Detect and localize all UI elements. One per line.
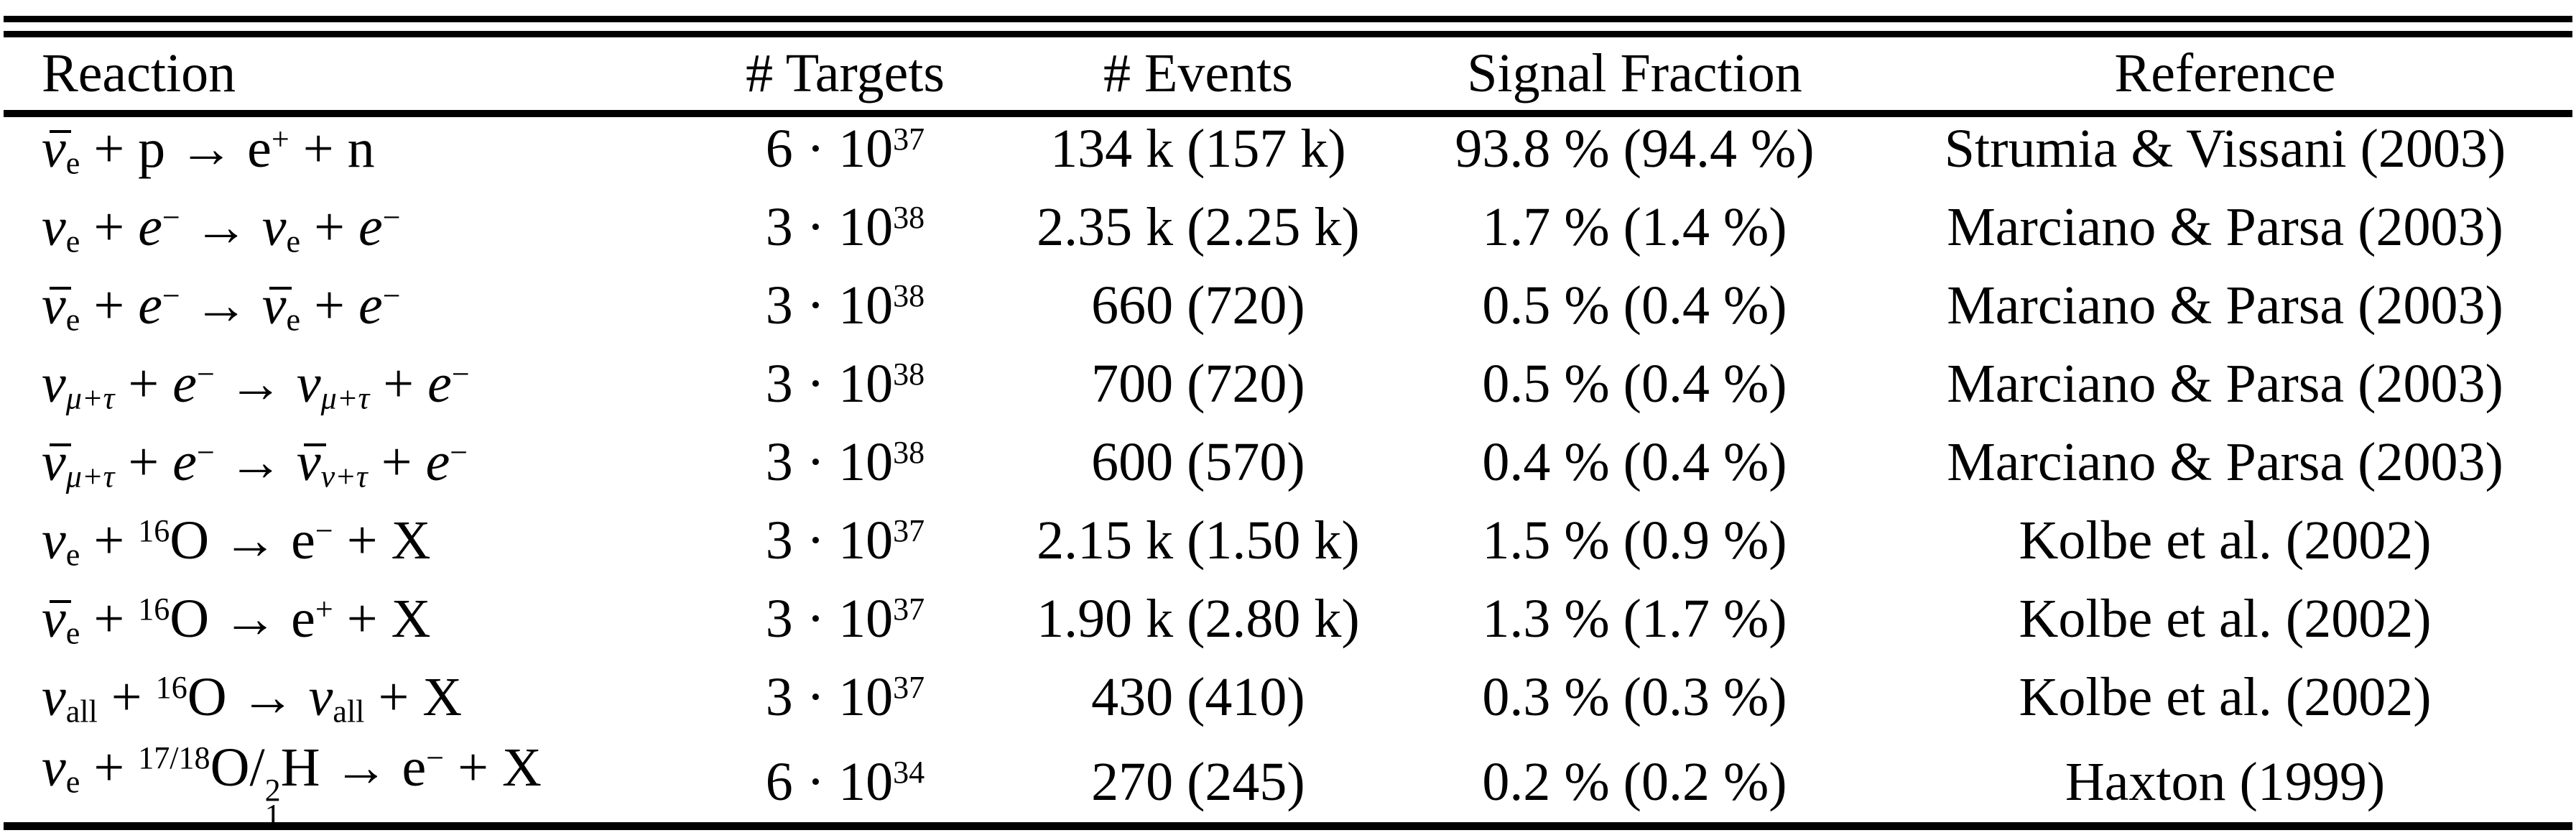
signal-fraction-cell: 1.7 % (1.4 %) xyxy=(1482,197,1787,257)
reference-cell: Marciano & Parsa (2003) xyxy=(1947,432,2503,492)
events-cell: 430 (410) xyxy=(1091,667,1305,727)
header-separator-rule xyxy=(4,110,2572,117)
targets-cell: 3 · 1038 xyxy=(765,432,925,492)
top-rule-upper xyxy=(4,16,2572,22)
bottom-rule xyxy=(4,822,2572,830)
targets-cell: 6 · 1037 xyxy=(765,119,925,179)
events-cell: 270 (245) xyxy=(1091,751,1305,812)
reference-cell: Marciano & Parsa (2003) xyxy=(1947,197,2503,257)
targets-cell: 6 · 1034 xyxy=(765,751,925,812)
signal-fraction-cell: 0.2 % (0.2 %) xyxy=(1482,751,1787,812)
reference-cell: Haxton (1999) xyxy=(2065,751,2386,812)
events-cell: 134 k (157 k) xyxy=(1050,119,1346,179)
col-header-events: # Events xyxy=(1103,43,1293,103)
events-cell: 700 (720) xyxy=(1091,354,1305,414)
top-rule-lower xyxy=(4,31,2572,37)
table-body: νe + p → e+ + n 6 · 1037 134 k (157 k) 9… xyxy=(4,110,2572,833)
reaction-cell: νμ+τ + e− → νμ+τ + e− xyxy=(42,354,470,416)
events-cell: 1.90 k (2.80 k) xyxy=(1037,589,1360,649)
table-row: νe + 16O → e+ + X 3 · 1037 1.90 k (2.80 … xyxy=(4,580,2572,658)
reference-cell: Marciano & Parsa (2003) xyxy=(1947,354,2503,414)
reaction-cell: νμ+τ + e− → νν+τ + e− xyxy=(42,432,468,494)
events-cell: 2.35 k (2.25 k) xyxy=(1037,197,1360,257)
targets-cell: 3 · 1038 xyxy=(765,354,925,414)
table-row: νe + e− → νe + e− 3 · 1038 2.35 k (2.25 … xyxy=(4,188,2572,267)
reaction-cell: νe + e− → νe + e− xyxy=(42,275,401,338)
table-row: νe + p → e+ + n 6 · 1037 134 k (157 k) 9… xyxy=(4,110,2572,188)
reaction-cell: νe + 17/18O/2 1 H → e− + X xyxy=(42,737,542,833)
targets-cell: 3 · 1037 xyxy=(765,589,925,649)
col-header-targets: # Targets xyxy=(746,43,945,103)
col-header-reaction: Reaction xyxy=(42,43,236,103)
table-row: νe + e− → νe + e− 3 · 1038 660 (720) 0.5… xyxy=(4,267,2572,345)
reference-cell: Kolbe et al. (2002) xyxy=(2019,667,2432,727)
col-header-reference: Reference xyxy=(2114,43,2336,103)
reference-cell: Strumia & Vissani (2003) xyxy=(1944,119,2506,179)
events-cell: 2.15 k (1.50 k) xyxy=(1037,510,1360,571)
signal-fraction-cell: 0.5 % (0.4 %) xyxy=(1482,354,1787,414)
reactions-table: Reaction # Targets # Events Signal Fract… xyxy=(4,37,2572,833)
signal-fraction-cell: 0.4 % (0.4 %) xyxy=(1482,432,1787,492)
targets-cell: 3 · 1038 xyxy=(765,275,925,336)
signal-fraction-cell: 93.8 % (94.4 %) xyxy=(1455,119,1815,179)
reaction-cell: νall + 16O → νall + X xyxy=(42,667,463,729)
targets-cell: 3 · 1037 xyxy=(765,510,925,571)
signal-fraction-cell: 0.3 % (0.3 %) xyxy=(1482,667,1787,727)
targets-cell: 3 · 1037 xyxy=(765,667,925,727)
reaction-cell: νe + 16O → e− + X xyxy=(42,510,431,573)
reaction-cell: νe + e− → νe + e− xyxy=(42,197,401,259)
reference-cell: Kolbe et al. (2002) xyxy=(2019,589,2432,649)
table-row: νμ+τ + e− → νμ+τ + e− 3 · 1038 700 (720)… xyxy=(4,345,2572,423)
signal-fraction-cell: 1.5 % (0.9 %) xyxy=(1482,510,1787,571)
reference-cell: Kolbe et al. (2002) xyxy=(2019,510,2432,571)
table-row: νe + 16O → e− + X 3 · 1037 2.15 k (1.50 … xyxy=(4,502,2572,580)
col-header-signal-fraction: Signal Fraction xyxy=(1467,43,1802,103)
table-row: νall + 16O → νall + X 3 · 1037 430 (410)… xyxy=(4,658,2572,737)
signal-fraction-cell: 1.3 % (1.7 %) xyxy=(1482,589,1787,649)
targets-cell: 3 · 1038 xyxy=(765,197,925,257)
reference-cell: Marciano & Parsa (2003) xyxy=(1947,275,2503,336)
table-row: νe + 17/18O/2 1 H → e− + X 6 · 1034 270 (2… xyxy=(4,737,2572,833)
events-cell: 660 (720) xyxy=(1091,275,1305,336)
events-cell: 600 (570) xyxy=(1091,432,1305,492)
table-row: νμ+τ + e− → νν+τ + e− 3 · 1038 600 (570)… xyxy=(4,423,2572,502)
table-header-row: Reaction # Targets # Events Signal Fract… xyxy=(4,37,2572,110)
signal-fraction-cell: 0.5 % (0.4 %) xyxy=(1482,275,1787,336)
reaction-cell: νe + 16O → e+ + X xyxy=(42,589,431,651)
reaction-cell: νe + p → e+ + n xyxy=(42,119,375,181)
